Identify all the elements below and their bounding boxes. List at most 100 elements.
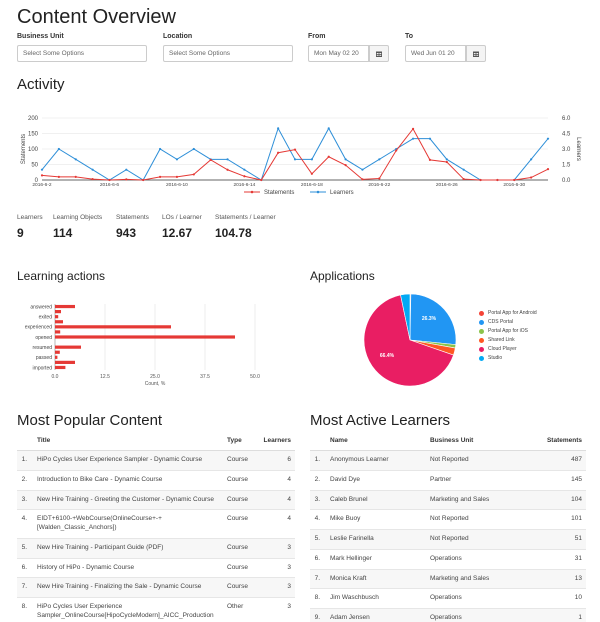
learning-actions-title: Learning actions	[17, 269, 106, 283]
content-learners: 4	[255, 509, 295, 539]
learner-name[interactable]: Adam Jensen	[326, 608, 426, 622]
learner-name[interactable]: Jim Waschbusch	[326, 588, 426, 610]
learner-business-unit: Operations	[426, 588, 524, 610]
legend-item[interactable]: Studio	[479, 355, 537, 361]
to-calendar-button[interactable]	[466, 45, 486, 62]
row-index: 6.	[310, 549, 326, 570]
location-label: Location	[163, 33, 193, 40]
svg-text:0: 0	[35, 178, 39, 184]
table-row[interactable]: 2. David Dye Partner 145	[310, 470, 586, 491]
learner-name[interactable]: David Dye	[326, 470, 426, 491]
row-index: 5.	[310, 529, 326, 550]
content-title[interactable]: New Hire Training - Finalizing the Sale …	[33, 577, 223, 599]
learner-name[interactable]: Anonymous Learner	[326, 450, 426, 471]
content-title[interactable]: HiPo Cycles User Experience Sampler_Onli…	[33, 597, 223, 622]
table-row[interactable]: 3. Caleb Brunel Marketing and Sales 104	[310, 490, 586, 511]
stat-los-per-learner: LOs / Learner 12.67	[162, 214, 202, 240]
svg-text:26.3%: 26.3%	[422, 316, 437, 322]
from-date-input[interactable]: Mon May 02 20	[308, 45, 369, 62]
learner-business-unit: Marketing and Sales	[426, 569, 524, 590]
column-title[interactable]: Title	[33, 433, 223, 451]
row-index: 4.	[17, 509, 33, 539]
row-index: 7.	[17, 577, 33, 599]
table-row[interactable]: 6. History of HiPo - Dynamic Course Course…	[17, 558, 295, 579]
legend-item[interactable]: Portal App for Android	[479, 310, 537, 316]
svg-text:2016-6-30: 2016-6-30	[503, 182, 525, 188]
table-row[interactable]: 8. HiPo Cycles User Experience Sampler_On…	[17, 597, 295, 622]
content-type: Course	[223, 558, 256, 579]
learner-business-unit: Operations	[426, 608, 524, 622]
legend-item[interactable]: CDS Portal	[479, 319, 537, 325]
legend-item[interactable]: Cloud Player	[479, 346, 537, 352]
table-row[interactable]: 5. New Hire Training - Participant Guide …	[17, 538, 295, 559]
svg-text:Learners: Learners	[575, 137, 581, 161]
to-date-input[interactable]: Wed Jun 01 20	[405, 45, 466, 62]
svg-text:Learners: Learners	[330, 190, 354, 196]
row-index: 8.	[17, 597, 33, 622]
table-row[interactable]: 5. Leslie Farinella Not Reported 51	[310, 529, 586, 550]
learner-business-unit: Not Reported	[426, 529, 524, 550]
table-row[interactable]: 1. Anonymous Learner Not Reported 487	[310, 450, 586, 471]
learner-name[interactable]: Mike Buoy	[326, 509, 426, 531]
table-row[interactable]: 3. New Hire Training - Greeting the Custo…	[17, 490, 295, 511]
learner-statements: 104	[523, 490, 586, 511]
legend-item[interactable]: Shared Link	[479, 337, 537, 343]
legend-label: Shared Link	[488, 337, 515, 343]
svg-text:experienced: experienced	[25, 325, 52, 331]
location-select[interactable]: Select Some Options	[163, 45, 293, 62]
table-row[interactable]: 7. New Hire Training - Finalizing the Sal…	[17, 577, 295, 599]
from-calendar-button[interactable]	[369, 45, 389, 62]
learner-name[interactable]: Mark Hellinger	[326, 549, 426, 570]
learning-actions-chart: 0.0 12.5 25.0 37.5 50.0 Count, % answered exite…	[25, 304, 260, 387]
content-title[interactable]: HiPo Cycles User Experience Sampler - Dy…	[33, 450, 223, 471]
svg-text:resumed: resumed	[33, 345, 53, 351]
content-title[interactable]: Introduction to Bike Care - Dynamic Cour…	[33, 470, 223, 491]
svg-text:6.0: 6.0	[562, 116, 571, 122]
learner-name[interactable]: Leslie Farinella	[326, 529, 426, 550]
svg-text:exited: exited	[39, 314, 53, 320]
row-index: 2.	[310, 470, 326, 491]
content-title[interactable]: New Hire Training - Participant Guide (P…	[33, 538, 223, 559]
legend-swatch-icon	[479, 337, 484, 343]
column-business-unit[interactable]: Business Unit	[426, 433, 524, 451]
content-type: Course	[223, 509, 256, 539]
svg-text:200: 200	[28, 116, 39, 122]
svg-text:0.0: 0.0	[562, 178, 571, 184]
learner-statements: 13	[523, 569, 586, 590]
svg-text:Count, %: Count, %	[145, 381, 166, 387]
from-label: From	[308, 33, 326, 40]
learner-statements: 10	[523, 588, 586, 610]
learner-business-unit: Marketing and Sales	[426, 490, 524, 511]
row-index: 1.	[310, 450, 326, 471]
content-title[interactable]: New Hire Training - Greeting the Custome…	[33, 490, 223, 511]
content-title[interactable]: History of HiPo - Dynamic Course	[33, 558, 223, 579]
learner-business-unit: Operations	[426, 549, 524, 570]
column-type[interactable]: Type	[223, 433, 256, 451]
table-row[interactable]: 9. Adam Jensen Operations 1	[310, 608, 586, 622]
activity-chart: 0 0.0 50 1.5 100 3.0 150 4.5 200 6.0 Statements Lea…	[21, 116, 581, 196]
table-row[interactable]: 7. Monica Kraft Marketing and Sales 13	[310, 569, 586, 590]
business-unit-select[interactable]: Select Some Options	[17, 45, 147, 62]
table-row[interactable]: 4. EIDT+6100-+WebCourse(OnlineCourse+-+[W…	[17, 509, 295, 539]
svg-text:passed: passed	[36, 355, 52, 361]
legend-label: Studio	[488, 355, 503, 361]
column-statements[interactable]: Statements	[523, 433, 586, 451]
table-row[interactable]: 1. HiPo Cycles User Experience Sampler - …	[17, 450, 295, 471]
column-name[interactable]: Name	[326, 433, 426, 451]
table-row[interactable]: 4. Mike Buoy Not Reported 101	[310, 509, 586, 531]
content-learners: 4	[255, 470, 295, 491]
business-unit-label: Business Unit	[17, 33, 64, 40]
legend-item[interactable]: Portal App for iOS	[479, 328, 537, 334]
learner-name[interactable]: Caleb Brunel	[326, 490, 426, 511]
table-row[interactable]: 6. Mark Hellinger Operations 31	[310, 549, 586, 570]
svg-text:opened: opened	[35, 335, 52, 341]
column-learners[interactable]: Learners	[255, 433, 295, 451]
content-learners: 3	[255, 558, 295, 579]
table-row[interactable]: 8. Jim Waschbusch Operations 10	[310, 588, 586, 610]
row-index: 3.	[310, 490, 326, 511]
table-row[interactable]: 2. Introduction to Bike Care - Dynamic Co…	[17, 470, 295, 491]
calendar-icon	[376, 51, 382, 57]
content-title[interactable]: EIDT+6100-+WebCourse(OnlineCourse+-+[Wal…	[33, 509, 223, 539]
learner-name[interactable]: Monica Kraft	[326, 569, 426, 590]
activity-title: Activity	[17, 76, 65, 93]
